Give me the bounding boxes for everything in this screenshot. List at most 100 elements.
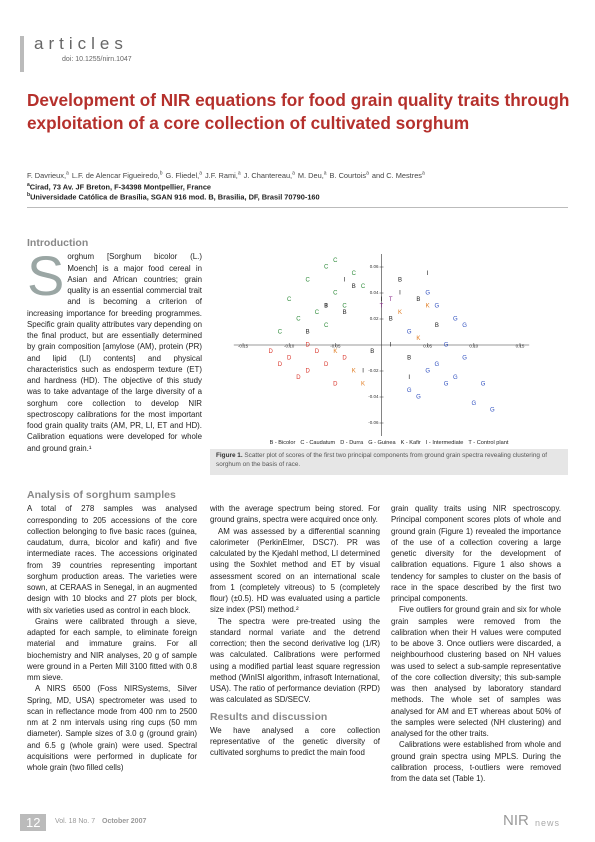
point: G [462, 356, 467, 362]
point: D [269, 349, 274, 355]
author-name: B. Courtois [329, 171, 367, 181]
legend: B - Bicolor C - Caudatum D - Durra G - Guin… [270, 440, 509, 446]
legend-entry: C - Caudatum [300, 440, 335, 446]
author: F. Davrieux,a [27, 171, 69, 180]
author-name: L.F. de Alencar Figueiredo, [71, 171, 160, 181]
heading: Results and discussion [210, 710, 328, 723]
point: G [407, 330, 412, 336]
point: B [324, 304, 328, 310]
caption: Figure 1. Scatter plot of scores of the … [216, 452, 562, 469]
author: J. Chantereau,a [244, 171, 295, 180]
x-tick-label: -0.10 [284, 344, 295, 349]
author-name: M. Deu, [297, 171, 324, 181]
heading: Introduction [27, 238, 89, 249]
point: G [481, 382, 486, 388]
paragraph: with the average spectrum being stored. … [210, 504, 380, 525]
point: C [352, 271, 357, 277]
paragraph: Grains were calibrated through a sieve, … [27, 616, 197, 682]
paragraph: grain quality traits using NIR spectrosc… [391, 504, 561, 603]
heading: Analysis of sorghum samples [27, 490, 176, 501]
point: C [324, 323, 329, 329]
column: with the average spectrum being stored. … [210, 503, 380, 808]
point: I [362, 369, 364, 375]
author: L.F. de Alencar Figueiredo,b [72, 171, 163, 180]
aff-mark: b [27, 192, 31, 198]
column: Analysis of sorghum samples A total of 27… [27, 490, 197, 808]
legend-entry: G - Guinea [368, 440, 396, 446]
author-aff: a [66, 171, 69, 177]
point: G [462, 323, 467, 329]
point: K [426, 304, 430, 310]
authors: F. Davrieux,a L.F. de Alencar Figueiredo,… [27, 171, 572, 180]
paragraph: The spectra were pre-treated using the s… [210, 616, 380, 705]
paragraph: We have analysed a core collection repre… [210, 725, 380, 758]
x-tick-label: -0.15 [238, 344, 249, 349]
point: I [344, 278, 346, 284]
legend-entry: K - Kafir [401, 440, 421, 446]
point: G [444, 382, 449, 388]
doi: doi: 10.1255/nirn.1047 [62, 56, 132, 63]
figure: -0.15 -0.10 -0.05 0.05 0.10 0.15 0.06 0.04 0.02 -… [210, 253, 568, 475]
paragraph: A total of 278 samples was analysed corr… [27, 504, 197, 615]
point: B [352, 284, 356, 290]
paragraph: Calibrations were established from whole… [391, 740, 561, 783]
point: C [296, 317, 301, 323]
point: B [416, 297, 420, 303]
date: October 2007 [102, 818, 147, 825]
point: G [453, 375, 458, 381]
point: C [315, 310, 320, 316]
point: C [324, 265, 329, 271]
author-aff: a [422, 171, 425, 177]
point: D [278, 362, 283, 368]
aff-text: Universidade Católica de Brasília, SGAN … [30, 192, 320, 202]
issue: Vol. 18 No. 7 [55, 818, 96, 825]
point: G [435, 304, 440, 310]
article-title: Development of NIR equations for food gr… [27, 90, 570, 133]
point: B [389, 317, 393, 323]
caption-text: Scatter plot of scores of the first two … [216, 452, 548, 468]
legend-entry: B - Bicolor [270, 440, 296, 446]
y-tick-label: -0.02 [368, 368, 379, 373]
point: B [407, 356, 411, 362]
legend-entry: T - Control plant [468, 440, 508, 446]
author-name: J.F. Rami, [204, 171, 238, 181]
paragraph: A NIRS 6500 (Foss NIRSystems, Silver Spr… [27, 684, 197, 772]
point: D [342, 356, 347, 362]
column: grain quality traits using NIR spectrosc… [391, 503, 561, 808]
point: I [399, 291, 401, 297]
author-name: G. Fliedel, [165, 171, 200, 181]
point: B [343, 310, 347, 316]
point: C [361, 284, 366, 290]
point: C [342, 304, 347, 310]
point: K [333, 349, 337, 355]
legend-entry: I - Intermediate [426, 440, 464, 446]
author-aff: a [366, 171, 369, 177]
point: D [333, 382, 338, 388]
author-aff: b [159, 171, 163, 177]
author-name: F. Davrieux, [27, 171, 67, 181]
paragraph: Five outliers for ground grain and six f… [391, 605, 561, 738]
side-bar [20, 36, 24, 72]
author: M. Deu,a [298, 171, 327, 180]
affiliation: aCirad, 73 Av. JF Breton, F-34398 Montpe… [27, 182, 211, 191]
page-number: 12 [20, 814, 47, 831]
author-aff: a [237, 171, 241, 177]
x-tick-label: -0.05 [330, 344, 341, 349]
point: G [425, 291, 430, 297]
point: D [287, 356, 292, 362]
point: T [380, 304, 384, 310]
point: B [435, 323, 439, 329]
author: and C. Mestresa [372, 171, 425, 180]
point: G [435, 362, 440, 368]
section-label: articles [34, 34, 128, 53]
point: B [398, 278, 402, 284]
point: I [390, 343, 392, 349]
x-tick-label: 0.10 [469, 344, 478, 349]
point: C [287, 297, 292, 303]
paragraph: AM was assessed by a differential scanni… [210, 526, 380, 615]
affiliation: bUniversidade Católica de Brasília, SGAN… [27, 192, 320, 201]
rule [27, 207, 568, 208]
point: G [416, 395, 421, 401]
scatter-chart: -0.15 -0.10 -0.05 0.05 0.10 0.15 0.06 0.04 0.02 -… [210, 253, 568, 449]
